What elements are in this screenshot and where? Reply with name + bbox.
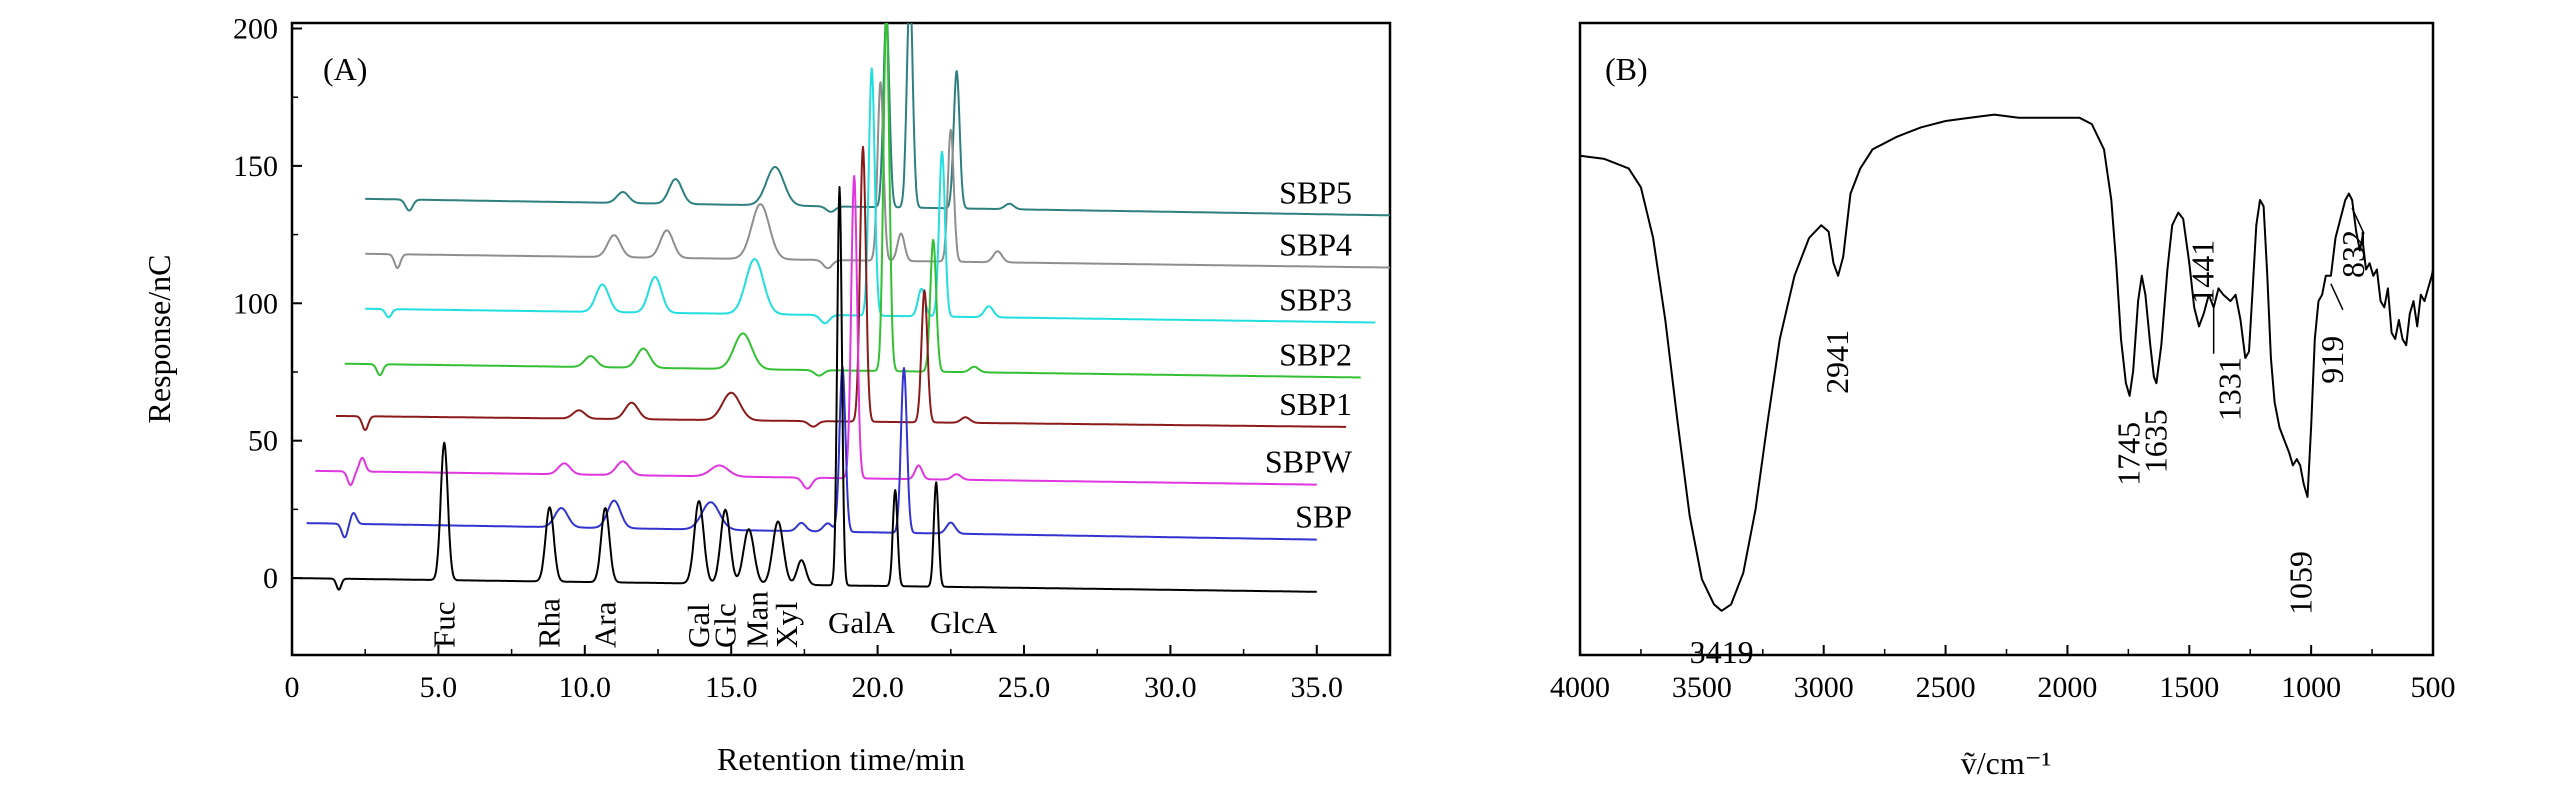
ftir-spectrum-line	[1579, 113, 2434, 612]
peak-label-1745: 1745	[2111, 422, 2147, 486]
x-tick-label: 2000	[2037, 671, 2097, 704]
standard-label-rha: Rha	[532, 598, 567, 648]
x-tick-label: 2500	[1916, 671, 1976, 704]
standard-label-gala: GalA	[828, 605, 896, 640]
peak-label-919-leader	[2330, 283, 2344, 311]
panel-a-x-axis-title: Retention time/min	[717, 741, 965, 777]
x-tick-label: 1000	[2281, 671, 2341, 704]
peak-label-1635: 1635	[2137, 409, 2173, 473]
standard-label-glc: Glc	[707, 603, 742, 648]
series-label-sbp: SBP	[1295, 499, 1352, 535]
x-tick-label: 35.0	[1291, 671, 1344, 704]
trace-standard	[292, 186, 1318, 593]
peak-label-832: 832	[2335, 230, 2371, 278]
peak-label-2941: 2941	[1819, 330, 1855, 394]
panel-a-y-ticks: 0 50 100 150 200	[233, 12, 302, 595]
x-tick-label: 1500	[2159, 671, 2219, 704]
series-label-sbp4: SBP4	[1279, 227, 1352, 263]
peak-label-919: 919	[2314, 336, 2350, 384]
x-tick-label: 4000	[1550, 671, 1610, 704]
y-tick-label: 100	[233, 287, 278, 320]
y-tick-label: 200	[233, 12, 278, 45]
standard-label-glca: GlcA	[930, 605, 998, 640]
x-tick-label: 10.0	[559, 671, 612, 704]
series-label-sbpw: SBPW	[1265, 444, 1353, 480]
x-tick-label: 25.0	[998, 671, 1051, 704]
y-tick-label: 0	[263, 562, 278, 595]
panel-a-frame	[290, 21, 1392, 657]
standard-label-fuc: Fuc	[426, 602, 461, 649]
panel-a-y-axis-title: Response/nC	[141, 255, 177, 424]
y-tick-label: 150	[233, 150, 278, 183]
panel-b-spectrum	[1579, 113, 2434, 612]
peak-label-1059: 1059	[2282, 551, 2318, 615]
panel-a-x-ticks: 0 5.0 10.0 15.0 20.0 25.0 30.0 35.0	[285, 645, 1344, 704]
trace-sbp	[306, 365, 1318, 541]
panel-a-label: (A)	[323, 51, 367, 87]
trace-sbp3	[364, 67, 1376, 325]
standard-label-man: Man	[740, 591, 775, 648]
panel-a-chromatogram: (A) SBP5 SBP4 SBP3 SBP2 SBP1 SBPW SBP Fuc Rha Ar…	[141, 12, 1392, 777]
standard-label-ara: Ara	[587, 601, 622, 648]
panel-b-x-axis-title: ṽ/cm⁻¹	[1961, 745, 2051, 781]
x-tick-label: 0	[285, 671, 300, 704]
panel-b-x-ticks: 4000 3500 3000 2500 2000 1500 1000 500	[1550, 645, 2456, 704]
panel-b-label: (B)	[1605, 51, 1648, 87]
trace-sbp4	[364, 81, 1390, 270]
x-tick-label: 3000	[1794, 671, 1854, 704]
standard-label-xyl: Xyl	[769, 602, 804, 649]
panel-a-series-labels: SBP5 SBP4 SBP3 SBP2 SBP1 SBPW SBP	[1265, 174, 1353, 534]
series-label-sbp3: SBP3	[1279, 282, 1352, 318]
x-tick-label: 15.0	[705, 671, 758, 704]
trace-sbp1	[335, 145, 1347, 431]
x-tick-label: 5.0	[420, 671, 458, 704]
x-tick-label: 20.0	[851, 671, 904, 704]
x-tick-label: 30.0	[1144, 671, 1197, 704]
peak-label-832-leader	[2351, 207, 2365, 235]
peak-label-1331: 1331	[2211, 357, 2247, 421]
x-tick-label: 500	[2411, 671, 2456, 704]
series-label-sbp1: SBP1	[1279, 386, 1352, 422]
trace-sbp2	[344, 23, 1362, 379]
peak-label-3419: 3419	[1690, 634, 1754, 670]
peak-label-1441: 1441	[2185, 240, 2221, 304]
trace-sbp5	[364, 23, 1390, 217]
panel-a-traces	[292, 23, 1390, 593]
standard-label-gal: Gal	[681, 603, 716, 648]
x-tick-label: 3500	[1672, 671, 1732, 704]
y-tick-label: 50	[248, 425, 278, 458]
series-label-sbp2: SBP2	[1279, 336, 1352, 372]
trace-sbpw	[315, 175, 1318, 490]
series-label-sbp5: SBP5	[1279, 174, 1352, 210]
